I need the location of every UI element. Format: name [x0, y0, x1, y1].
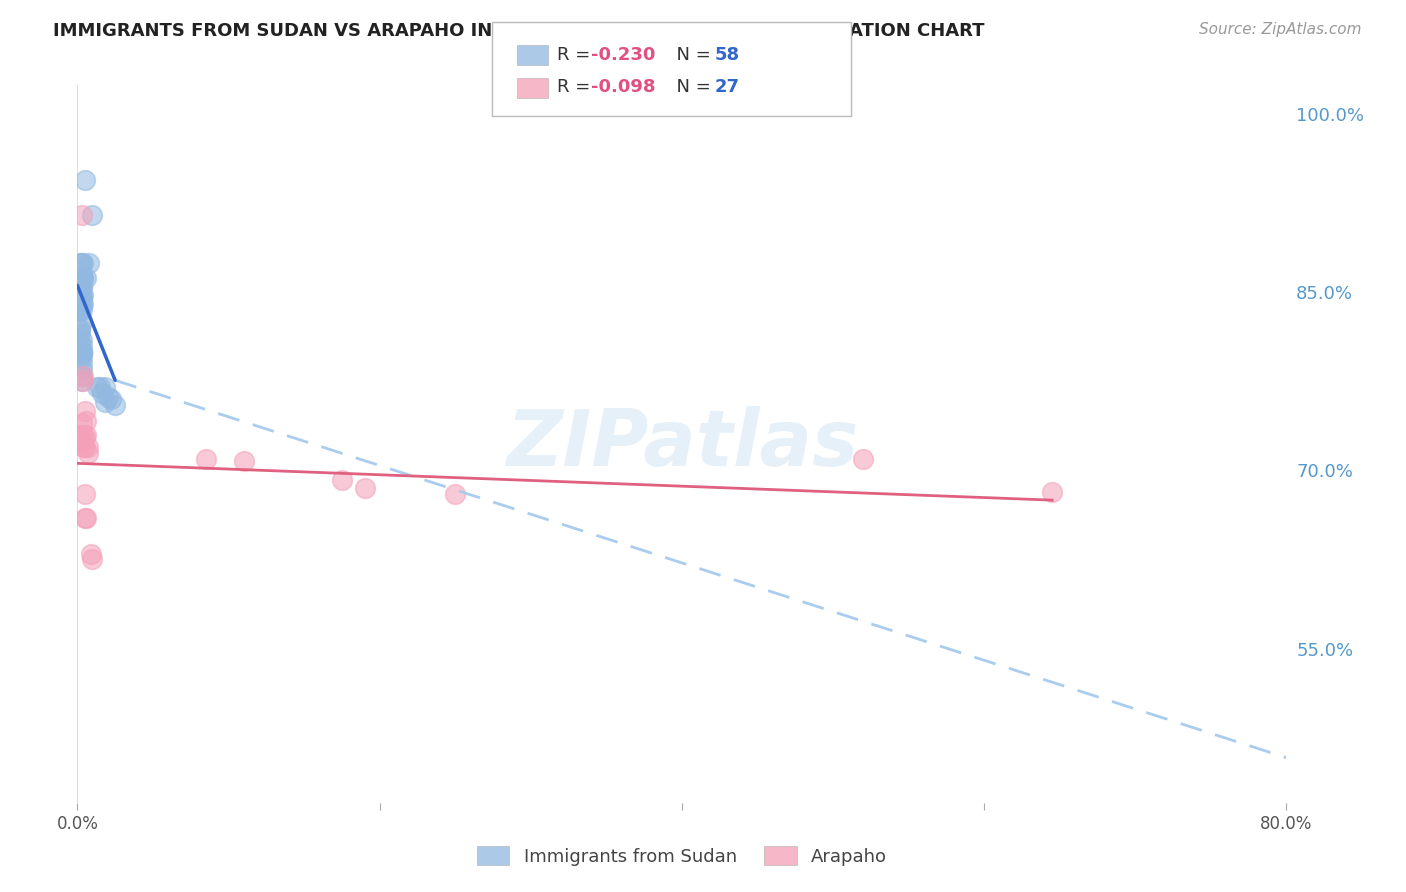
Point	[73, 404, 96, 418]
Point	[69, 303, 91, 318]
Point	[70, 344, 93, 359]
Text: 58: 58	[714, 46, 740, 64]
Point	[70, 256, 93, 270]
Point	[72, 297, 94, 311]
Point	[70, 292, 93, 306]
Point	[72, 256, 94, 270]
Point	[69, 288, 91, 302]
Point	[69, 279, 91, 293]
Text: Source: ZipAtlas.com: Source: ZipAtlas.com	[1198, 22, 1361, 37]
Point	[75, 414, 97, 428]
Point	[80, 547, 103, 561]
Text: -0.230: -0.230	[591, 46, 655, 64]
Point	[70, 339, 93, 353]
Point	[72, 375, 94, 389]
Point	[104, 398, 127, 412]
Point	[70, 368, 93, 383]
Point	[194, 451, 217, 466]
Point	[70, 279, 93, 293]
Text: ZIPatlas: ZIPatlas	[506, 406, 858, 482]
Point	[82, 208, 104, 222]
Text: N =: N =	[665, 46, 717, 64]
Point	[72, 428, 94, 442]
Point	[69, 279, 91, 293]
Point	[70, 288, 93, 302]
Point	[69, 279, 91, 293]
Point	[86, 380, 108, 394]
Point	[73, 172, 96, 186]
Point	[70, 315, 93, 329]
Point	[70, 362, 93, 376]
Point	[72, 288, 94, 302]
Point	[100, 392, 122, 407]
Text: R =: R =	[557, 46, 596, 64]
Point	[72, 440, 94, 454]
Point	[70, 344, 93, 359]
Point	[70, 375, 93, 389]
Point	[70, 351, 93, 365]
Point	[444, 487, 467, 501]
Text: N =: N =	[665, 78, 717, 96]
Text: IMMIGRANTS FROM SUDAN VS ARAPAHO IN LABOR FORCE | AGE 20-64 CORRELATION CHART: IMMIGRANTS FROM SUDAN VS ARAPAHO IN LABO…	[53, 22, 986, 40]
Point	[70, 357, 93, 371]
Point	[73, 487, 96, 501]
Point	[73, 440, 96, 454]
Point	[70, 333, 93, 347]
Point	[93, 380, 115, 394]
Point	[852, 451, 875, 466]
Point	[70, 279, 93, 293]
Point	[69, 326, 91, 341]
Point	[69, 323, 91, 337]
Point	[69, 335, 91, 350]
Point	[77, 445, 100, 459]
Point	[330, 473, 353, 487]
Point	[69, 271, 91, 285]
Point	[70, 271, 93, 285]
Point	[75, 511, 97, 525]
Point	[79, 256, 101, 270]
Point	[69, 303, 91, 318]
Point	[82, 552, 104, 566]
Text: -0.098: -0.098	[591, 78, 655, 96]
Point	[70, 303, 93, 318]
Text: R =: R =	[557, 78, 596, 96]
Point	[96, 390, 118, 404]
Point	[70, 416, 93, 430]
Point	[69, 288, 91, 302]
Point	[89, 380, 111, 394]
Point	[69, 279, 91, 293]
Point	[70, 271, 93, 285]
Point	[77, 440, 100, 454]
Point	[70, 428, 93, 442]
Point	[69, 321, 91, 335]
Point	[69, 256, 91, 270]
Point	[93, 394, 115, 409]
Point	[70, 344, 93, 359]
Point	[353, 481, 375, 495]
Point	[69, 292, 91, 306]
Point	[1040, 484, 1063, 499]
Point	[70, 208, 93, 222]
Point	[75, 428, 97, 442]
Point	[70, 344, 93, 359]
Point	[90, 386, 112, 401]
Point	[72, 271, 94, 285]
Point	[69, 297, 91, 311]
Point	[75, 271, 97, 285]
Point	[72, 271, 94, 285]
Text: 27: 27	[714, 78, 740, 96]
Point	[73, 430, 96, 444]
Point	[70, 434, 93, 448]
Point	[70, 297, 93, 311]
Point	[73, 511, 96, 525]
Point	[232, 454, 254, 468]
Point	[72, 368, 94, 383]
Legend: Immigrants from Sudan, Arapaho: Immigrants from Sudan, Arapaho	[470, 839, 894, 872]
Point	[69, 297, 91, 311]
Point	[70, 271, 93, 285]
Point	[70, 347, 93, 361]
Point	[69, 279, 91, 293]
